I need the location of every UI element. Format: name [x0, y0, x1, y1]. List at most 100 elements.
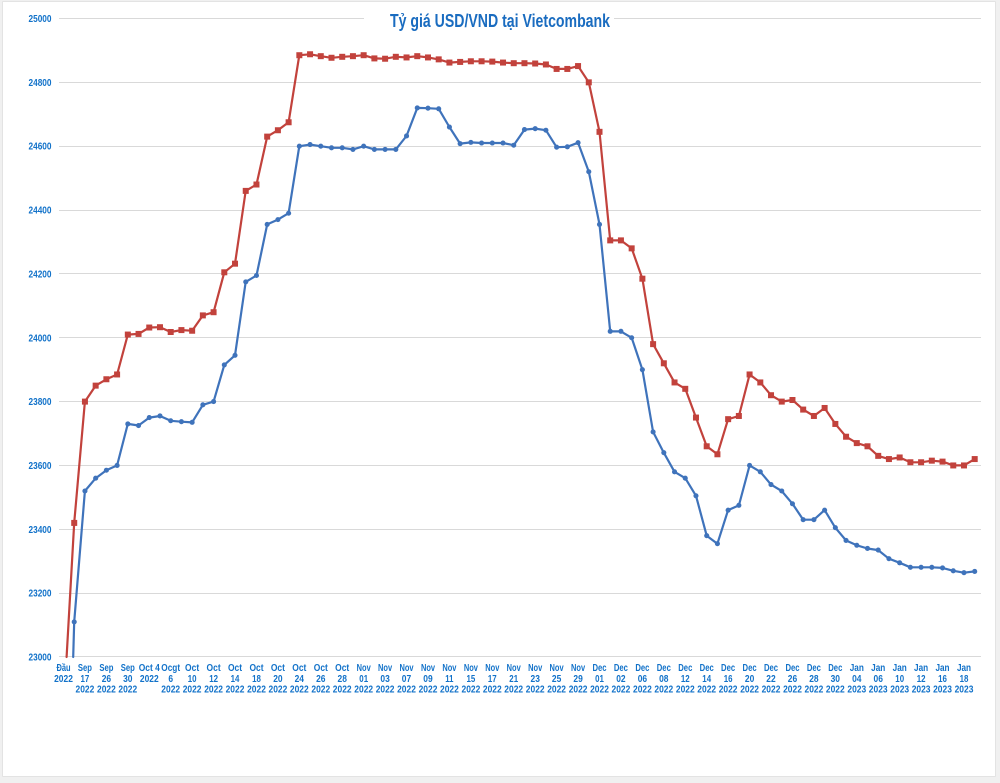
svg-text:08: 08 — [659, 674, 669, 685]
svg-text:24400: 24400 — [29, 205, 52, 217]
svg-text:2022: 2022 — [54, 674, 73, 685]
svg-text:2022: 2022 — [333, 685, 352, 696]
svg-text:Nov: Nov — [528, 663, 542, 674]
svg-text:20: 20 — [745, 674, 755, 685]
svg-text:Dec: Dec — [614, 663, 628, 674]
svg-text:Dec: Dec — [657, 663, 671, 674]
svg-text:Oct: Oct — [335, 663, 350, 674]
svg-text:24: 24 — [295, 674, 305, 685]
svg-text:Dec: Dec — [700, 663, 714, 674]
svg-text:07: 07 — [402, 674, 412, 685]
svg-text:Dec: Dec — [764, 663, 778, 674]
svg-text:Dec: Dec — [743, 663, 757, 674]
svg-text:2023: 2023 — [847, 685, 866, 696]
svg-text:Jan: Jan — [893, 663, 907, 674]
svg-text:25: 25 — [552, 674, 562, 685]
svg-text:23200: 23200 — [29, 588, 52, 600]
svg-text:23400: 23400 — [29, 524, 52, 536]
svg-text:2023: 2023 — [955, 685, 974, 696]
svg-text:2022: 2022 — [183, 685, 202, 696]
svg-text:2022: 2022 — [483, 685, 502, 696]
svg-text:12: 12 — [209, 674, 218, 685]
svg-text:2022: 2022 — [504, 685, 523, 696]
svg-text:Nov: Nov — [485, 663, 499, 674]
svg-text:Sep: Sep — [78, 663, 92, 674]
svg-text:2022: 2022 — [612, 685, 631, 696]
svg-text:2022: 2022 — [247, 685, 266, 696]
svg-text:Oct 4: Oct 4 — [139, 663, 160, 674]
svg-text:10: 10 — [188, 674, 197, 685]
svg-text:23000: 23000 — [29, 652, 52, 664]
svg-text:26: 26 — [316, 674, 326, 685]
svg-text:24600: 24600 — [29, 141, 52, 153]
svg-text:01: 01 — [359, 674, 368, 685]
svg-text:2022: 2022 — [269, 685, 288, 696]
svg-text:2022: 2022 — [118, 685, 137, 696]
svg-text:2022: 2022 — [526, 685, 545, 696]
svg-text:23600: 23600 — [29, 460, 52, 472]
svg-text:2022: 2022 — [740, 685, 759, 696]
svg-text:24000: 24000 — [29, 332, 52, 344]
svg-text:Nov: Nov — [442, 663, 456, 674]
svg-text:Jan: Jan — [914, 663, 928, 674]
svg-text:2022: 2022 — [76, 685, 95, 696]
svg-text:02: 02 — [616, 674, 626, 685]
svg-text:03: 03 — [380, 674, 390, 685]
svg-text:Jan: Jan — [871, 663, 885, 674]
svg-text:12: 12 — [681, 674, 690, 685]
svg-text:Dec: Dec — [807, 663, 821, 674]
svg-text:23: 23 — [531, 674, 541, 685]
svg-text:12: 12 — [917, 674, 926, 685]
svg-text:2022: 2022 — [654, 685, 673, 696]
svg-text:2022: 2022 — [354, 685, 373, 696]
svg-text:2022: 2022 — [290, 685, 309, 696]
svg-text:17: 17 — [488, 674, 497, 685]
svg-text:04: 04 — [852, 674, 862, 685]
svg-text:24200: 24200 — [29, 268, 52, 280]
svg-text:2022: 2022 — [633, 685, 652, 696]
svg-text:6: 6 — [168, 674, 173, 685]
svg-text:Oct: Oct — [249, 663, 264, 674]
svg-text:2022: 2022 — [140, 674, 159, 685]
svg-text:17: 17 — [81, 674, 90, 685]
svg-text:28: 28 — [809, 674, 819, 685]
svg-text:2022: 2022 — [226, 685, 245, 696]
svg-text:2022: 2022 — [161, 685, 180, 696]
svg-text:Tỷ giá USD/VND tại Vietcombank: Tỷ giá USD/VND tại Vietcombank — [390, 11, 611, 31]
svg-text:2022: 2022 — [97, 685, 116, 696]
svg-text:2022: 2022 — [569, 685, 588, 696]
svg-text:22: 22 — [766, 674, 776, 685]
svg-text:21: 21 — [509, 674, 518, 685]
svg-text:Nov: Nov — [421, 663, 435, 674]
svg-text:2022: 2022 — [826, 685, 845, 696]
svg-text:Ocgt: Ocgt — [161, 663, 180, 674]
svg-text:26: 26 — [102, 674, 112, 685]
svg-text:Oct: Oct — [271, 663, 286, 674]
svg-text:Nov: Nov — [378, 663, 392, 674]
svg-text:2022: 2022 — [762, 685, 781, 696]
svg-text:Dec: Dec — [635, 663, 649, 674]
svg-text:2022: 2022 — [805, 685, 824, 696]
svg-text:Jan: Jan — [957, 663, 971, 674]
svg-text:Đầu: Đầu — [56, 662, 70, 674]
svg-text:16: 16 — [724, 674, 733, 685]
svg-text:30: 30 — [831, 674, 841, 685]
svg-text:24800: 24800 — [29, 77, 52, 89]
svg-text:18: 18 — [960, 674, 969, 685]
svg-text:Dec: Dec — [721, 663, 735, 674]
svg-text:Oct: Oct — [228, 663, 243, 674]
svg-text:2023: 2023 — [869, 685, 888, 696]
svg-text:Sep: Sep — [99, 663, 113, 674]
svg-text:2023: 2023 — [933, 685, 952, 696]
svg-text:25000: 25000 — [29, 13, 52, 25]
svg-text:2023: 2023 — [912, 685, 931, 696]
svg-text:29: 29 — [573, 674, 583, 685]
svg-text:16: 16 — [938, 674, 947, 685]
svg-text:26: 26 — [788, 674, 798, 685]
svg-text:2022: 2022 — [397, 685, 416, 696]
svg-text:2022: 2022 — [204, 685, 223, 696]
svg-text:2022: 2022 — [719, 685, 738, 696]
svg-text:Oct: Oct — [292, 663, 307, 674]
svg-text:2023: 2023 — [890, 685, 909, 696]
svg-text:14: 14 — [231, 674, 240, 685]
